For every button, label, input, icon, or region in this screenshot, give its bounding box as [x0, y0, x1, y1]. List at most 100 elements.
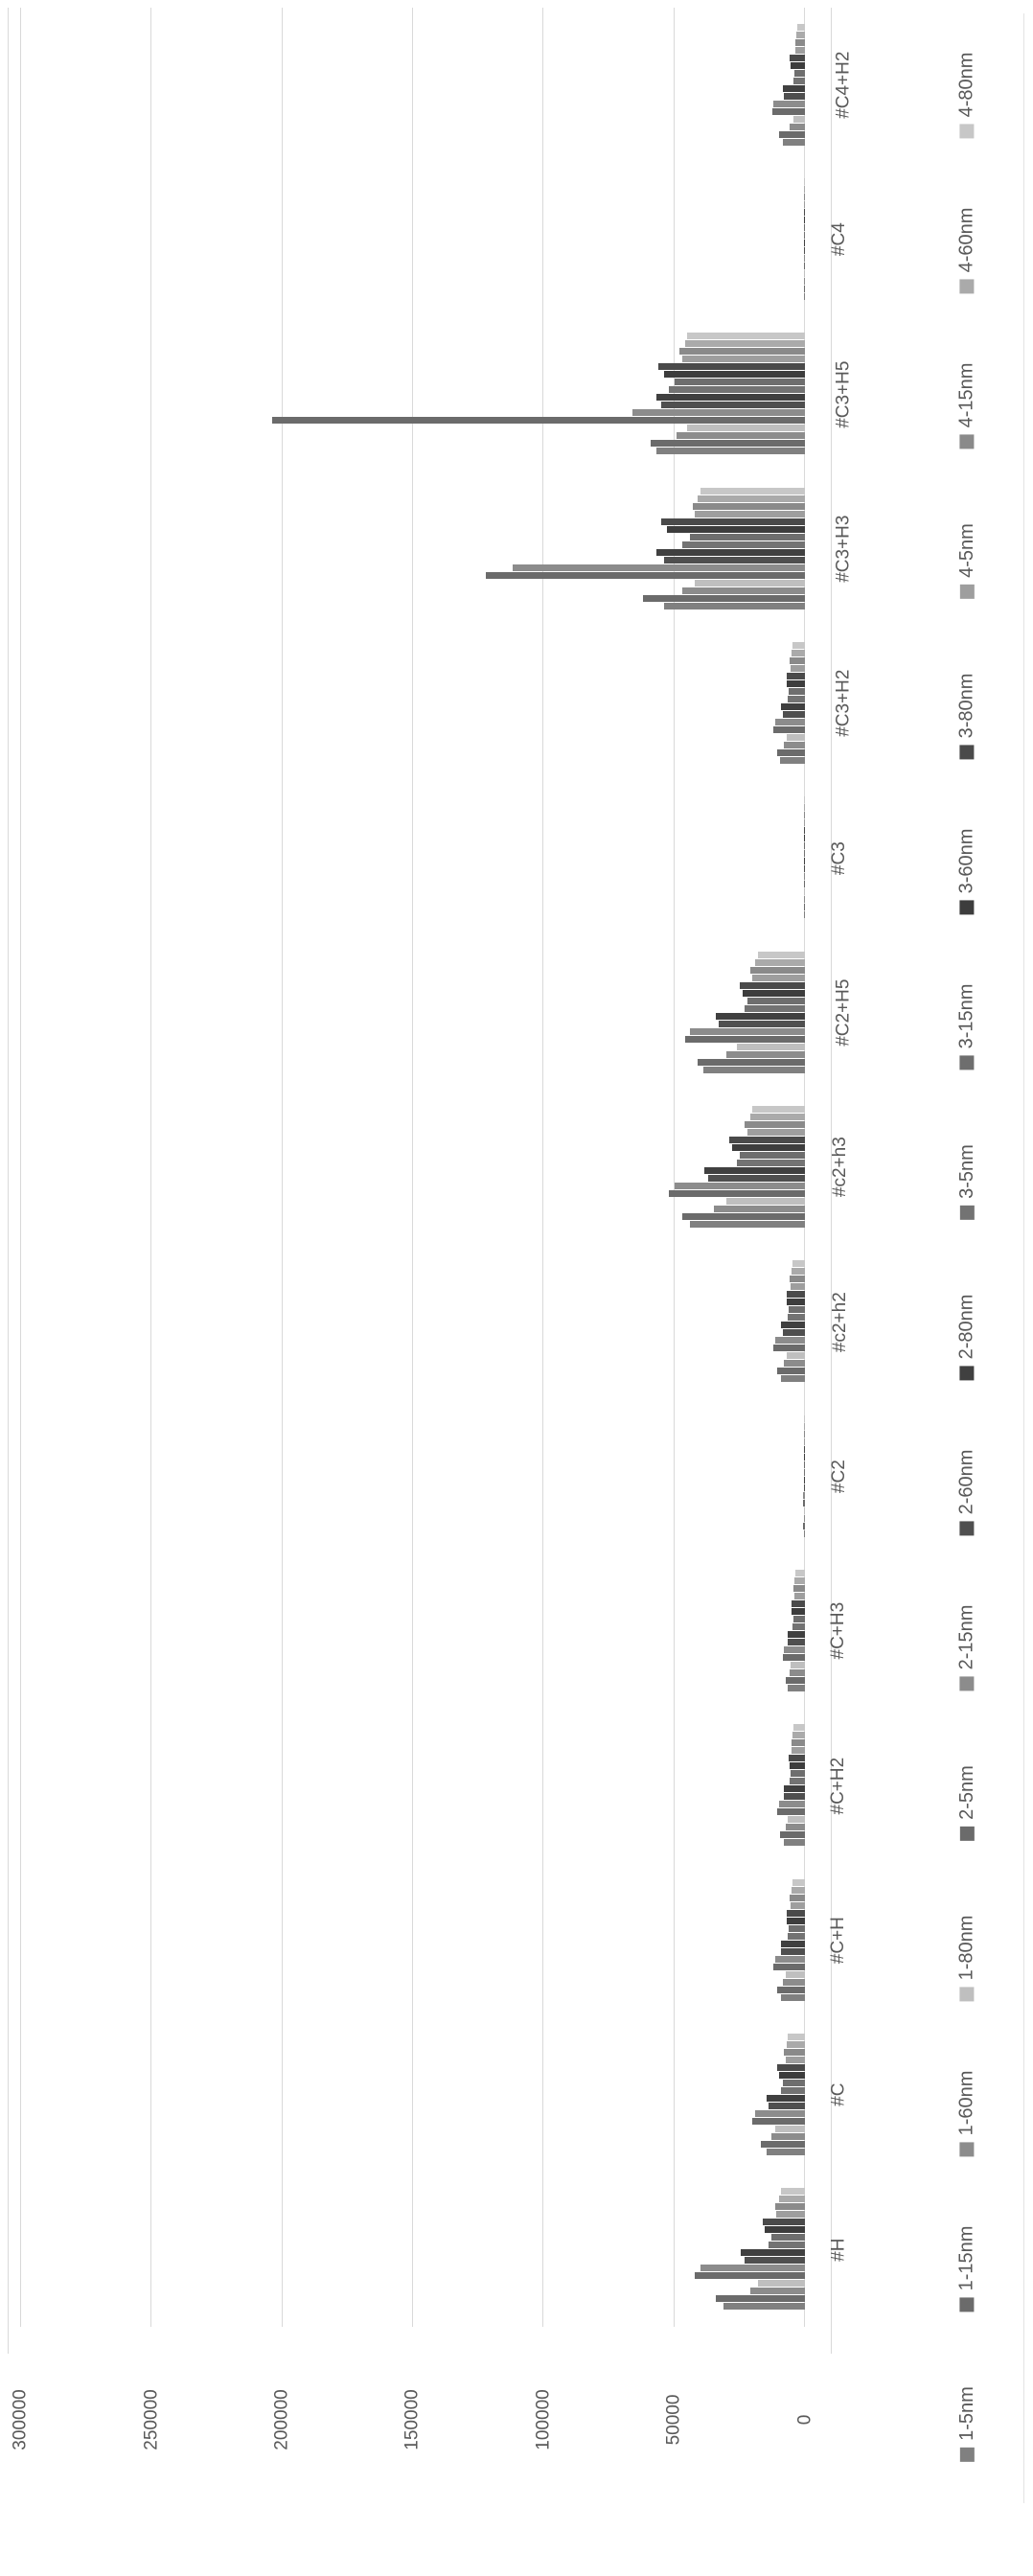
category-tick-label: #H [810, 2173, 867, 2327]
bar [784, 1839, 805, 1846]
bar [788, 1816, 805, 1823]
category-tick-label: #C3+H3 [810, 472, 867, 626]
category-tick-label-text: #C3+H5 [766, 360, 920, 427]
category-tick-label: #C2+H5 [810, 935, 867, 1090]
legend-item[interactable]: 3-80nm [901, 638, 1033, 794]
bar [792, 1268, 805, 1275]
bar [726, 1051, 805, 1058]
legend-swatch-icon [960, 2142, 975, 2156]
bar [804, 1431, 805, 1438]
value-tick-label-text: 300000 [0, 2389, 103, 2450]
bar [804, 896, 805, 903]
category-tick-label: #c2+h2 [810, 1245, 867, 1399]
bar [714, 1206, 805, 1212]
legend-swatch-icon [960, 900, 975, 914]
legend-item[interactable]: 2-60nm [901, 1414, 1033, 1570]
legend-items: 1-5nm 1-15nm 1-60nm 1-80nm 2-5nm 2-15nm2-60nm… [901, 0, 1033, 2576]
legend-swatch-icon [959, 1826, 974, 1840]
bar-group [21, 317, 805, 472]
legend-swatch-icon [960, 1055, 975, 1070]
category-tick-label-text: #C2+H5 [766, 979, 920, 1046]
bar [784, 2049, 805, 2056]
bar [796, 32, 805, 38]
bar-group [21, 781, 805, 935]
legend-item[interactable]: 1-60nm [901, 2036, 1033, 2191]
legend-item[interactable]: 2-15nm [901, 1570, 1033, 1725]
bar [792, 642, 805, 649]
bar-group [21, 626, 805, 780]
category-tick-label: #C3 [810, 781, 867, 935]
legend-swatch-icon [960, 1987, 975, 2001]
legend-item[interactable]: 1-80nm [901, 1880, 1033, 2036]
legend-swatch-icon [959, 2447, 974, 2461]
bar [790, 657, 805, 664]
bar [794, 1593, 805, 1599]
bar [804, 278, 805, 285]
legend-item[interactable]: 3-15nm [901, 949, 1033, 1104]
legend-swatch-icon [960, 745, 975, 759]
legend-item[interactable]: 2-80nm [901, 1259, 1033, 1414]
bar [784, 742, 805, 748]
bar [758, 2280, 805, 2287]
legend-item[interactable]: 2-5nm [901, 1725, 1033, 1880]
bar-group [21, 2017, 805, 2172]
bar [804, 194, 805, 200]
bar [804, 827, 805, 834]
bar [643, 595, 805, 602]
legend-label: 1-5nm [955, 2386, 977, 2441]
legend-item[interactable]: 1-15nm [901, 2191, 1033, 2346]
legend-swatch-icon [960, 1366, 975, 1380]
bar-group [21, 2173, 805, 2327]
legend-label: 1-60nm [956, 2070, 978, 2135]
legend-item[interactable]: 1-5nm [901, 2346, 1033, 2501]
bar [767, 2149, 805, 2155]
bar [804, 270, 805, 277]
plot-frame-left [8, 8, 9, 2354]
legend-label: 1-15nm [956, 2225, 978, 2290]
bar [745, 1121, 805, 1128]
bar [726, 1198, 805, 1205]
value-tick-label: 50000 [617, 2338, 732, 2501]
bar [773, 1964, 805, 1970]
category-tick-label: #C [810, 2017, 867, 2172]
bar [513, 564, 805, 571]
bar [703, 1067, 805, 1073]
bar [792, 1260, 805, 1267]
bar-group [21, 935, 805, 1090]
bar-group [21, 1245, 805, 1399]
bar [790, 124, 805, 130]
bar [786, 1971, 805, 1978]
bar [750, 2288, 805, 2294]
legend-item[interactable]: 4-60nm [901, 172, 1033, 328]
bar [804, 1438, 805, 1445]
bar [804, 178, 805, 185]
bar-group [21, 1399, 805, 1553]
legend-item[interactable]: 4-80nm [901, 17, 1033, 172]
bar [779, 2072, 805, 2079]
legend-label: 4-80nm [956, 52, 978, 117]
bar [716, 2295, 805, 2302]
bar [792, 1739, 805, 1746]
legend-item[interactable]: 3-60nm [901, 794, 1033, 949]
bar [804, 286, 805, 292]
legend-label: 2-5nm [955, 1765, 977, 1820]
bar [804, 1415, 805, 1422]
bar-group [21, 1863, 805, 2017]
bar [747, 1129, 805, 1136]
bar [791, 1902, 805, 1909]
legend-swatch-icon [959, 584, 974, 598]
legend-item[interactable]: 4-5nm [901, 483, 1033, 638]
bar [787, 1352, 805, 1359]
category-tick-label: #c2+h3 [810, 1090, 867, 1244]
legend-item[interactable]: 4-15nm [901, 328, 1033, 483]
category-tick-label-text: #c2+h3 [763, 1138, 917, 1198]
bar [758, 952, 805, 958]
bar [792, 1747, 805, 1754]
bar [752, 2118, 805, 2125]
bar [804, 1515, 805, 1522]
bar [804, 186, 805, 193]
legend-item[interactable]: 3-5nm [901, 1104, 1033, 1259]
category-tick-label: #C3+H5 [810, 317, 867, 472]
bar [700, 2265, 805, 2271]
bar [783, 139, 805, 146]
